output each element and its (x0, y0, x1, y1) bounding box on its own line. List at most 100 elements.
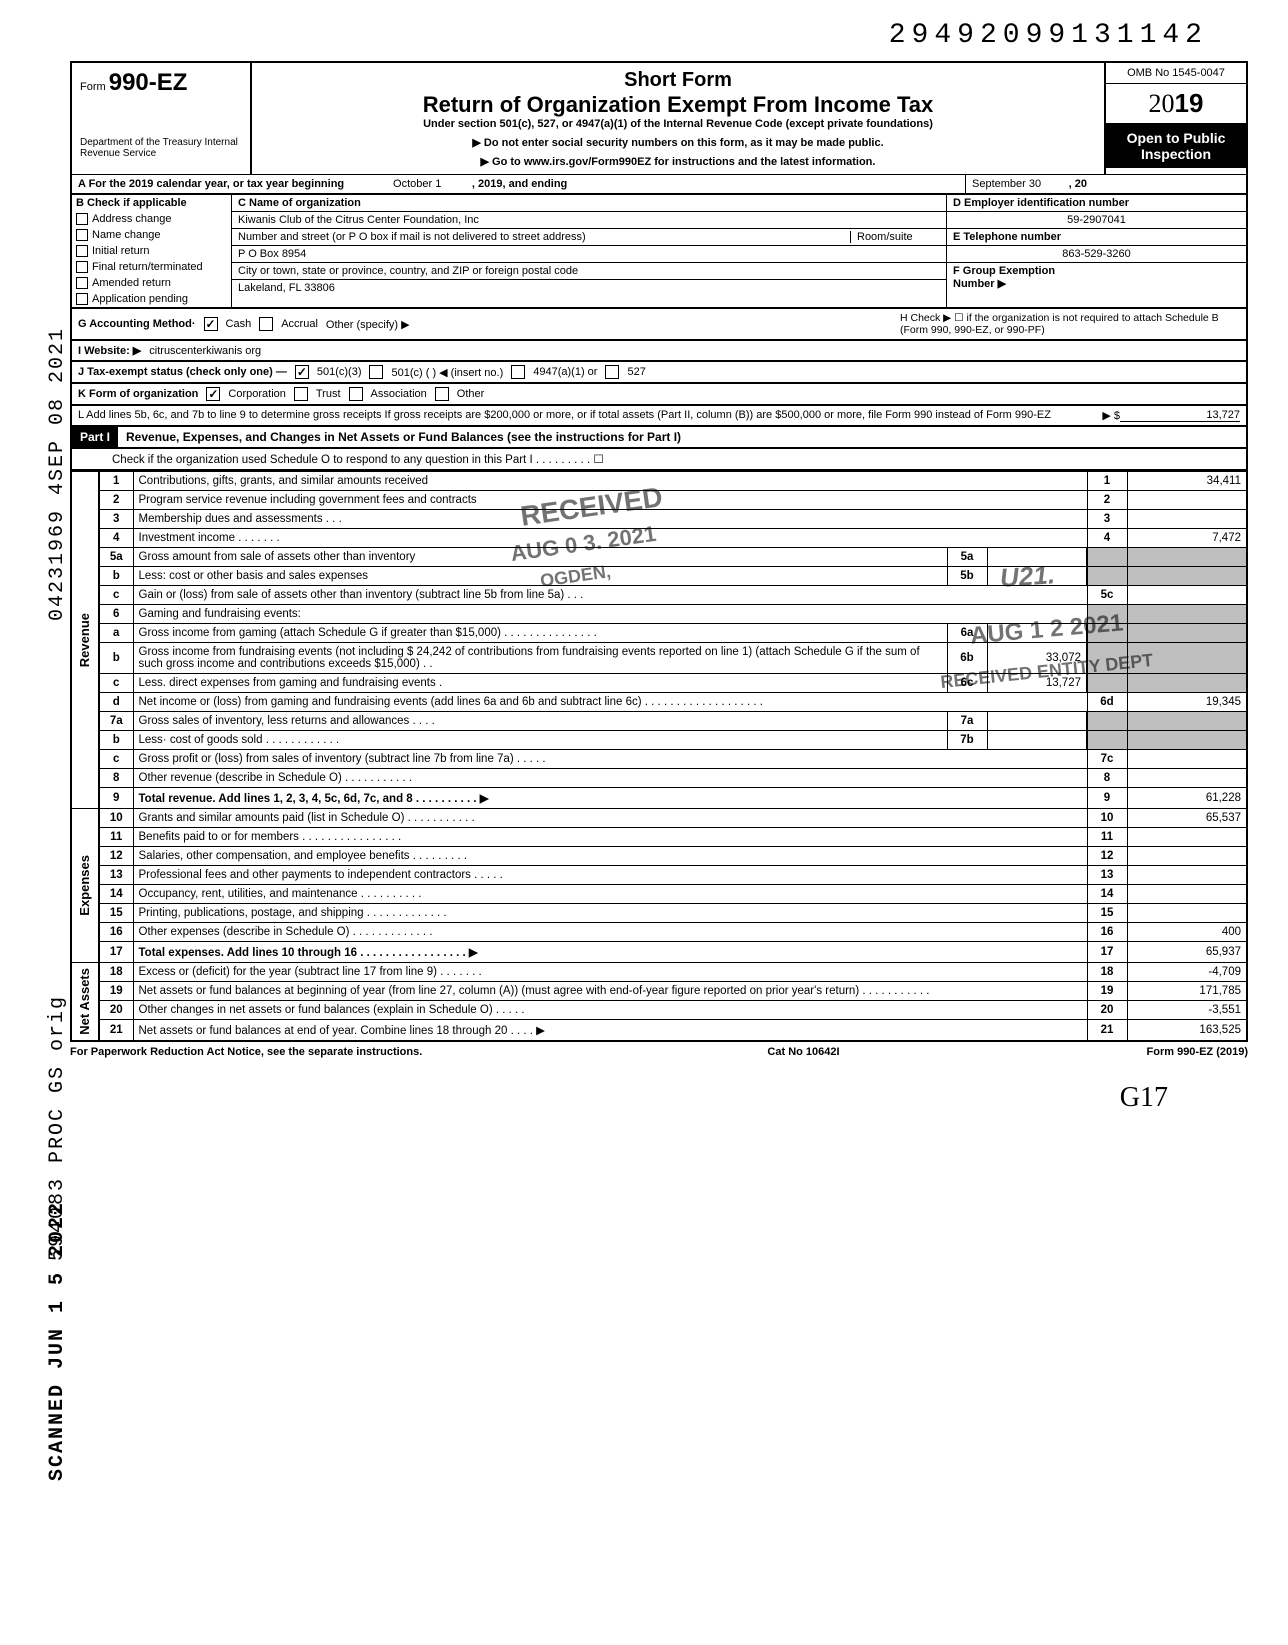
line-desc: Total revenue. Add lines 1, 2, 3, 4, 5c,… (133, 788, 1087, 809)
inner-amount (987, 567, 1087, 586)
org-city: Lakeland, FL 33806 (232, 280, 946, 296)
note-ssn: ▶ Do not enter social security numbers o… (260, 136, 1096, 149)
inner-amount: 33,072 (987, 643, 1087, 674)
line-number: 12 (99, 847, 133, 866)
chk-trust[interactable] (294, 387, 308, 401)
line-box: 8 (1087, 769, 1127, 788)
form-title: Return of Organization Exempt From Incom… (260, 92, 1096, 118)
line-amount (1127, 885, 1247, 904)
chk-501c3[interactable]: ✓ (295, 365, 309, 379)
side-label-expenses: Expenses (71, 809, 99, 963)
row-i-label: I Website: ▶ (78, 344, 141, 357)
row-a-end-year: , 20 (1069, 178, 1087, 190)
line-amount (1127, 847, 1247, 866)
line-desc: Other expenses (describe in Schedule O) … (133, 923, 1087, 942)
line-amount (1127, 866, 1247, 885)
inner-box: 6a (947, 624, 987, 643)
row-k-label: K Form of organization (78, 388, 198, 400)
row-l-text: L Add lines 5b, 6c, and 7b to line 9 to … (78, 409, 1060, 422)
line-amount (1127, 904, 1247, 923)
line-box: 7c (1087, 750, 1127, 769)
line-box-shade (1087, 674, 1127, 693)
chk-address-change[interactable]: Address change (72, 211, 231, 227)
line-row: 15Printing, publications, postage, and s… (71, 904, 1247, 923)
chk-4947[interactable] (511, 365, 525, 379)
chk-cash[interactable]: ✓ (204, 317, 218, 331)
line-row: 16Other expenses (describe in Schedule O… (71, 923, 1247, 942)
line-box (1087, 605, 1127, 624)
line-number: 13 (99, 866, 133, 885)
line-amount: 34,411 (1127, 472, 1247, 491)
line-desc: Gross amount from sale of assets other t… (133, 548, 947, 567)
line-desc: Membership dues and assessments . . . (133, 510, 1087, 529)
chk-corporation[interactable]: ✓ (206, 387, 220, 401)
line-box: 21 (1087, 1020, 1127, 1042)
line-number: 15 (99, 904, 133, 923)
line-desc: Printing, publications, postage, and shi… (133, 904, 1087, 923)
line-number: 17 (99, 942, 133, 963)
line-desc: Occupancy, rent, utilities, and maintena… (133, 885, 1087, 904)
line-number: 14 (99, 885, 133, 904)
inner-amount: 13,727 (987, 674, 1087, 693)
line-row: bLess: cost or other basis and sales exp… (71, 567, 1247, 586)
chk-initial-return[interactable]: Initial return (72, 243, 231, 259)
line-desc: Program service revenue including govern… (133, 491, 1087, 510)
line-box: 1 (1087, 472, 1127, 491)
inner-box: 7a (947, 712, 987, 731)
row-k-form-org: K Form of organization ✓Corporation Trus… (70, 384, 1248, 406)
line-amount: 7,472 (1127, 529, 1247, 548)
line-row: bLess· cost of goods sold . . . . . . . … (71, 731, 1247, 750)
line-amount-shade (1127, 548, 1247, 567)
inner-amount (987, 624, 1087, 643)
line-row: 6Gaming and fundraising events: (71, 605, 1247, 624)
form-number: 990-EZ (109, 69, 188, 96)
document-id-number: 29492099131142 (40, 20, 1248, 51)
line-amount: 19,345 (1127, 693, 1247, 712)
row-h-label: H Check ▶ ☐ if the organization is not r… (900, 312, 1240, 336)
line-amount-shade (1127, 567, 1247, 586)
line-amount (1127, 491, 1247, 510)
row-a-end: September 30 (972, 178, 1041, 190)
line-desc: Salaries, other compensation, and employ… (133, 847, 1087, 866)
form-label: Form (80, 81, 106, 93)
org-name: Kiwanis Club of the Citrus Center Founda… (232, 212, 946, 229)
lines-table: Revenue1Contributions, gifts, grants, an… (70, 471, 1248, 1042)
chk-527[interactable] (605, 365, 619, 379)
line-number: 3 (99, 510, 133, 529)
line-row: 5aGross amount from sale of assets other… (71, 548, 1247, 567)
line-number: 20 (99, 1001, 133, 1020)
line-desc: Gross income from gaming (attach Schedul… (133, 624, 947, 643)
line-row: 14Occupancy, rent, utilities, and mainte… (71, 885, 1247, 904)
city-label: City or town, state or province, country… (232, 263, 946, 280)
row-l-amount: 13,727 (1120, 409, 1240, 422)
line-box: 9 (1087, 788, 1127, 809)
chk-name-change[interactable]: Name change (72, 227, 231, 243)
line-row: 7aGross sales of inventory, less returns… (71, 712, 1247, 731)
inner-amount (987, 712, 1087, 731)
row-j-tax-status: J Tax-exempt status (check only one) — ✓… (70, 362, 1248, 384)
chk-association[interactable] (349, 387, 363, 401)
line-desc: Total expenses. Add lines 10 through 16 … (133, 942, 1087, 963)
line-box-shade (1087, 643, 1127, 674)
part-1-check-line: Check if the organization used Schedule … (70, 449, 1248, 471)
line-number: b (99, 567, 133, 586)
line-amount: -3,551 (1127, 1001, 1247, 1020)
line-box: 5c (1087, 586, 1127, 605)
line-number: 18 (99, 963, 133, 982)
chk-other-org[interactable] (435, 387, 449, 401)
line-row: 8Other revenue (describe in Schedule O) … (71, 769, 1247, 788)
line-box: 18 (1087, 963, 1127, 982)
chk-501c[interactable] (369, 365, 383, 379)
chk-accrual[interactable] (259, 317, 273, 331)
row-a-mid: , 2019, and ending (472, 178, 567, 190)
line-row: 21Net assets or fund balances at end of … (71, 1020, 1247, 1042)
inner-box: 7b (947, 731, 987, 750)
chk-application-pending[interactable]: Application pending (72, 291, 231, 307)
line-box-shade (1087, 731, 1127, 750)
inner-box: 5b (947, 567, 987, 586)
row-j-label: J Tax-exempt status (check only one) — (78, 366, 287, 378)
chk-final-return[interactable]: Final return/terminated (72, 259, 231, 275)
chk-amended-return[interactable]: Amended return (72, 275, 231, 291)
line-desc: Investment income . . . . . . . (133, 529, 1087, 548)
part-1-title: Revenue, Expenses, and Changes in Net As… (118, 427, 689, 447)
